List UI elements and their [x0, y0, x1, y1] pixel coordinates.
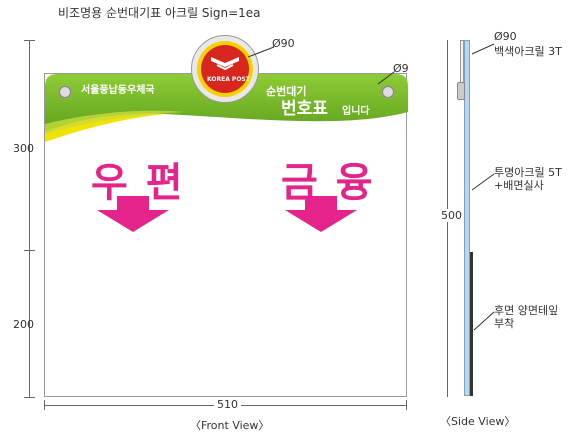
side-callout-back-2: 부착: [494, 317, 515, 330]
callout-leader: [471, 173, 495, 191]
front-view-label: 〈Front View〉: [190, 419, 270, 432]
left-screw-hole: [59, 86, 71, 98]
right-down-arrow-icon: [285, 196, 357, 232]
dimension-tick: [24, 397, 35, 398]
callout-leader: [471, 43, 495, 55]
dim-height-top-label: 300: [13, 142, 34, 155]
callout-leader: [247, 46, 275, 58]
dimension-tick: [24, 40, 35, 41]
side-dim-height-label: 500: [441, 209, 462, 222]
side-callout-mid-2: +배면실사: [494, 179, 544, 192]
front-view-board: 서울풍납동우체국 순번대기 번호표 입니다 KOREA POST 우편 금융: [44, 35, 408, 397]
side-clear-acrylic-panel: [464, 40, 470, 396]
side-callout-top-2: 백색아크릴 3T: [494, 45, 562, 58]
logo-text: KOREA POST: [207, 76, 250, 83]
dimension-tick: [44, 400, 45, 410]
dim-height-bottom-label: 200: [13, 318, 34, 331]
right-screw-hole: [382, 86, 394, 98]
side-callout-top: Ø90: [494, 30, 517, 43]
callout-logo-diameter: Ø90: [272, 37, 295, 50]
subtitle-line-2: 번호표: [281, 99, 328, 119]
side-back-tape: [470, 252, 473, 396]
korea-post-logo: KOREA POST: [191, 35, 259, 103]
drawing-title: 비조명용 순번대기표 아크릴 Sign=1ea: [58, 6, 261, 20]
side-callout-mid: 투명아크릴 5T: [494, 166, 562, 179]
left-down-arrow-icon: [97, 196, 169, 232]
dimension-tick: [24, 250, 35, 251]
callout-leader: [473, 311, 495, 331]
org-name: 서울풍납동우체국: [81, 85, 155, 96]
subtitle-line-3: 입니다: [342, 106, 370, 117]
height-dimension-line: [29, 40, 30, 398]
side-view-label: 〈Side View〉: [440, 415, 516, 428]
dimension-tick: [406, 400, 407, 410]
subtitle-line-1: 순번대기: [266, 85, 307, 98]
side-screw-knob: [457, 82, 465, 100]
callout-leader: [377, 71, 395, 85]
callout-hole-diameter: Ø9: [393, 62, 409, 75]
side-callout-back: 후면 양면테잎: [494, 304, 559, 317]
bird-icon: [211, 57, 239, 71]
dim-width-label: 510: [214, 398, 241, 411]
